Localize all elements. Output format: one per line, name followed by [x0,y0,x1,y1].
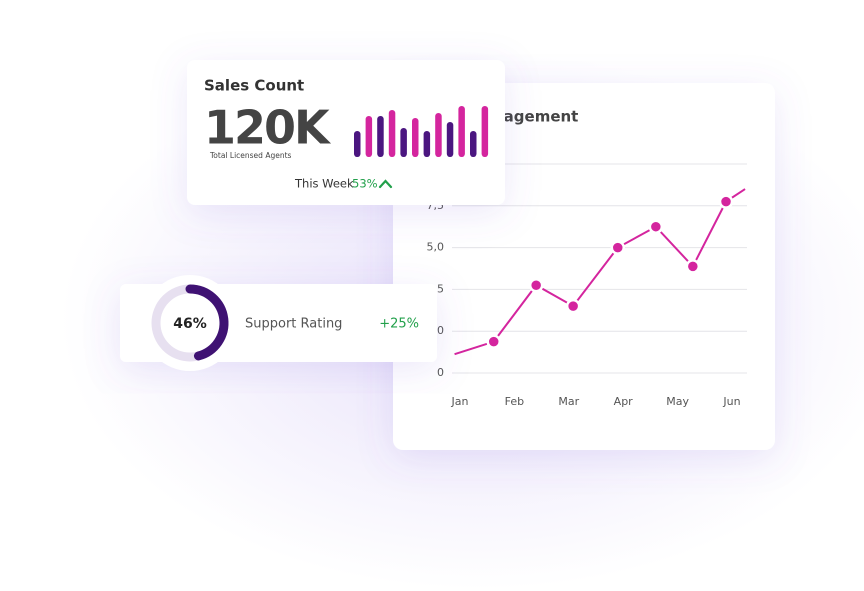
point [718,194,734,209]
x-tick-label: Jun [722,395,740,408]
bar [377,116,384,157]
bar [365,116,373,157]
bar [423,131,431,157]
y-tick-label: 5,0 [427,241,445,254]
week-label: This Week [294,177,354,191]
sales-card: Sales Count 120K Total Licensed Agents T… [187,60,505,205]
point [648,219,664,234]
y-tick-label: 0 [437,324,444,337]
bar [388,110,396,157]
bar [458,106,465,157]
x-tick-label: Feb [505,395,524,408]
x-tick-label: May [666,395,689,408]
support-label: Support Rating [245,317,342,332]
x-tick-label: Jan [451,395,469,408]
bar [446,122,454,157]
sales-title: Sales Count [204,77,304,95]
point [565,298,581,314]
donut-arc [185,284,229,361]
y-tick-label: 5 [437,282,444,295]
point [486,334,501,349]
percent-label: 46% [173,316,207,332]
bar [435,113,442,157]
sales-subtitle: Total Licensed Agents [209,151,292,160]
point [610,240,626,255]
x-tick-label: Mar [558,395,579,408]
x-tick-label: Apr [614,395,634,408]
sales-value: 120K [204,101,332,155]
change: +25% [379,317,419,332]
bar [481,106,489,157]
up-arrow [378,179,393,189]
point [528,277,544,293]
card [187,60,505,205]
bar [470,131,477,157]
bar [400,128,407,157]
y-tick-label: 0 [437,366,444,379]
bar [354,131,361,157]
week-value: 53% [352,177,378,191]
bar [412,118,419,157]
support-card: 46% Support Rating +25% [120,275,437,371]
point [685,259,701,274]
